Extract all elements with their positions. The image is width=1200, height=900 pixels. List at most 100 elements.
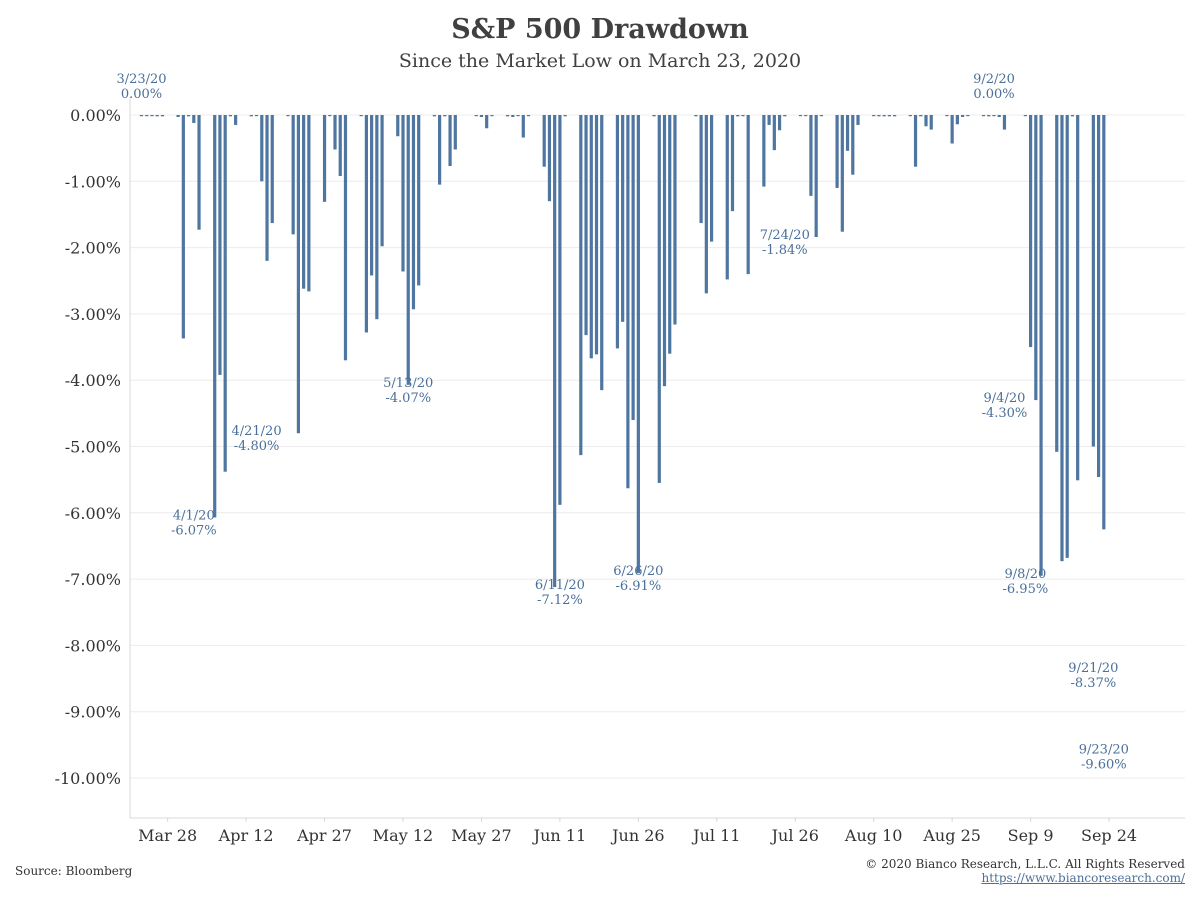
bar xyxy=(772,115,776,151)
bar xyxy=(966,115,970,117)
bar xyxy=(783,115,787,117)
bar xyxy=(1039,115,1043,576)
bar xyxy=(506,115,510,117)
bar xyxy=(176,115,180,117)
bar xyxy=(1034,115,1038,401)
annotation-date: 9/2/20 xyxy=(973,72,1015,87)
bar xyxy=(181,115,185,339)
bar xyxy=(192,115,196,123)
bar xyxy=(699,115,703,224)
bar xyxy=(709,115,714,242)
bar xyxy=(213,115,217,518)
bar xyxy=(296,115,300,434)
bar xyxy=(950,115,954,144)
bar xyxy=(840,115,844,232)
y-tick-label: 0.00% xyxy=(70,106,121,125)
bar xyxy=(662,115,667,387)
chart-subtitle: Since the Market Low on March 23, 2020 xyxy=(398,50,802,72)
annotation-date: 4/21/20 xyxy=(231,424,281,439)
bar xyxy=(359,115,363,117)
annotation-value: -6.07% xyxy=(171,523,217,538)
bar xyxy=(291,115,295,235)
annotation-date: 5/13/20 xyxy=(383,376,433,391)
y-tick-label: -10.00% xyxy=(55,769,121,788)
annotation-date: 9/8/20 xyxy=(1004,567,1046,582)
bar xyxy=(516,115,520,117)
bar xyxy=(919,115,923,117)
bar xyxy=(286,115,290,117)
bar xyxy=(234,115,238,125)
bar xyxy=(835,115,839,188)
bar xyxy=(981,115,986,117)
bar xyxy=(260,115,264,182)
bar xyxy=(767,115,771,125)
x-tick-label: Sep 9 xyxy=(1008,826,1054,845)
annotations: 3/23/200.00%4/1/20-6.07%4/21/20-4.80%5/1… xyxy=(116,72,1128,772)
bar xyxy=(668,115,672,354)
bar xyxy=(1076,115,1080,481)
bar xyxy=(777,115,782,131)
bar xyxy=(249,115,253,117)
bar xyxy=(887,115,891,117)
annotation-value: -4.80% xyxy=(234,439,280,454)
annotation-date: 3/23/20 xyxy=(116,72,166,87)
x-tick-label: Jul 11 xyxy=(691,826,740,845)
bar xyxy=(526,115,531,117)
x-tick-label: May 27 xyxy=(451,826,511,845)
bar xyxy=(652,115,656,117)
bar xyxy=(736,115,740,117)
bar xyxy=(432,115,436,117)
bar xyxy=(893,115,897,117)
bar xyxy=(626,115,630,489)
website-link[interactable]: https://www.biancoresearch.com/ xyxy=(981,871,1185,885)
bar xyxy=(913,115,918,167)
bar xyxy=(563,115,567,117)
bar xyxy=(882,115,886,117)
bar xyxy=(1070,115,1075,117)
bar xyxy=(553,115,557,588)
bar xyxy=(558,115,562,505)
bar xyxy=(380,115,384,247)
bar xyxy=(223,115,227,472)
bar xyxy=(1096,115,1101,477)
x-tick-label: Apr 12 xyxy=(218,826,274,845)
bar xyxy=(872,115,876,117)
annotation-value: -1.84% xyxy=(762,243,808,258)
bar xyxy=(600,115,604,391)
bar xyxy=(270,115,274,224)
bar xyxy=(443,115,447,117)
source-note: Source: Bloomberg xyxy=(15,864,133,878)
y-tick-label: -4.00% xyxy=(65,371,121,390)
bar xyxy=(322,115,327,202)
bar xyxy=(254,115,259,117)
y-tick-label: -8.00% xyxy=(65,636,121,655)
x-tick-label: Sep 24 xyxy=(1081,826,1137,845)
bar xyxy=(704,115,708,294)
bar xyxy=(1060,115,1064,562)
bar xyxy=(594,115,599,355)
bar xyxy=(186,115,191,117)
bar xyxy=(396,115,400,137)
bar xyxy=(333,115,337,150)
bar xyxy=(924,115,928,127)
bar xyxy=(406,115,410,385)
bar xyxy=(851,115,855,175)
bar xyxy=(401,115,405,272)
bar xyxy=(589,115,593,359)
bar xyxy=(228,115,233,117)
bar xyxy=(992,115,996,117)
x-tick-label: Jun 26 xyxy=(610,826,664,845)
y-tick-label: -5.00% xyxy=(65,438,121,457)
bar xyxy=(150,115,154,117)
bar xyxy=(139,115,144,117)
bar xyxy=(307,115,311,292)
x-tick-label: May 12 xyxy=(373,826,433,845)
bar xyxy=(798,115,803,117)
bar xyxy=(615,115,620,349)
bar xyxy=(417,115,421,286)
annotation-value: 0.00% xyxy=(121,87,162,102)
copyright-note: © 2020 Bianco Research, L.L.C. All Right… xyxy=(865,857,1185,871)
bar xyxy=(856,115,860,125)
annotation-value: 0.00% xyxy=(973,87,1014,102)
bar xyxy=(145,115,149,117)
